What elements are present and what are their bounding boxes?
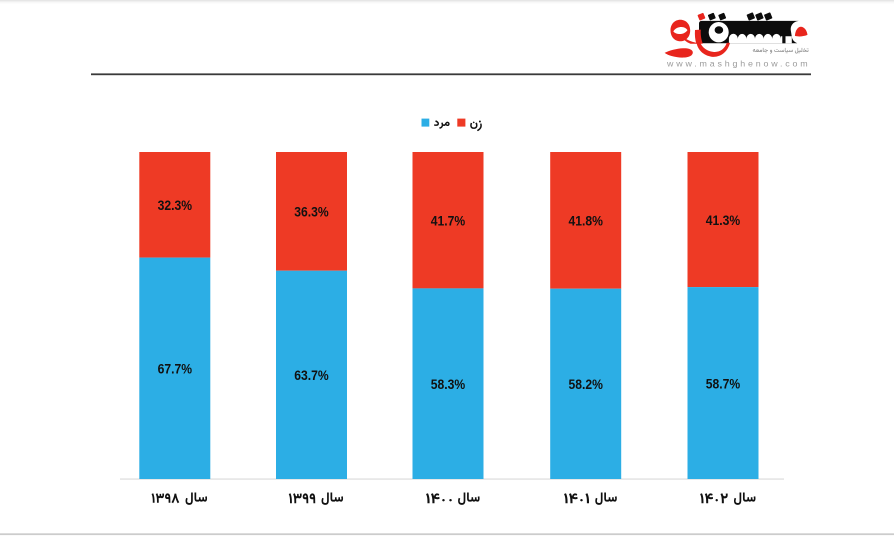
svg-text:58.7%: 58.7%: [706, 376, 740, 391]
svg-text:63.7%: 63.7%: [294, 368, 328, 383]
svg-text:41.7%: 41.7%: [431, 214, 465, 229]
svg-text:58.2%: 58.2%: [569, 377, 603, 392]
svg-text:36.3%: 36.3%: [294, 205, 328, 220]
svg-text:41.8%: 41.8%: [569, 214, 603, 229]
svg-text:41.3%: 41.3%: [706, 213, 740, 228]
svg-text:67.7%: 67.7%: [158, 362, 192, 377]
svg-text:58.3%: 58.3%: [431, 377, 465, 392]
svg-text:www.mashghenow.com: www.mashghenow.com: [666, 59, 811, 68]
svg-text:32.3%: 32.3%: [158, 198, 192, 213]
